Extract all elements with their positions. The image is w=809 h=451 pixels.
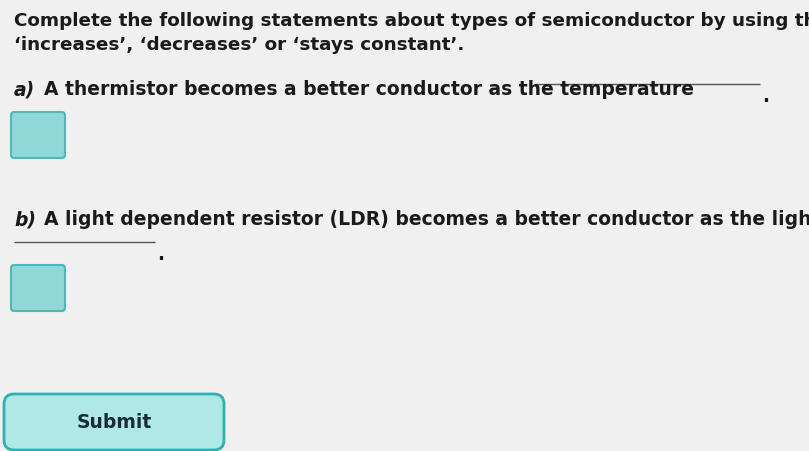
Text: .: . bbox=[762, 87, 769, 106]
Text: A light dependent resistor (LDR) becomes a better conductor as the light intensi: A light dependent resistor (LDR) becomes… bbox=[44, 210, 809, 229]
Text: b): b) bbox=[14, 210, 36, 229]
Text: Complete the following statements about types of semiconductor by using the term: Complete the following statements about … bbox=[14, 12, 809, 30]
Text: a): a) bbox=[14, 80, 36, 99]
FancyBboxPatch shape bbox=[11, 265, 65, 311]
Text: ‘increases’, ‘decreases’ or ‘stays constant’.: ‘increases’, ‘decreases’ or ‘stays const… bbox=[14, 36, 464, 54]
Text: A thermistor becomes a better conductor as the temperature: A thermistor becomes a better conductor … bbox=[44, 80, 694, 99]
FancyBboxPatch shape bbox=[4, 394, 224, 450]
Text: .: . bbox=[157, 245, 164, 264]
FancyBboxPatch shape bbox=[11, 112, 65, 158]
Text: Submit: Submit bbox=[76, 413, 151, 432]
